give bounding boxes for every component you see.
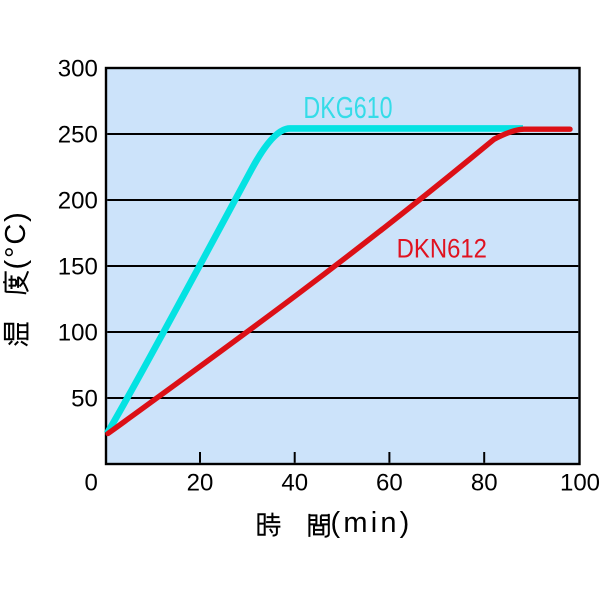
svg-text:DKG610: DKG610 xyxy=(303,90,392,125)
svg-text:250: 250 xyxy=(58,122,98,149)
svg-text:DKN612: DKN612 xyxy=(397,234,487,264)
svg-text:100: 100 xyxy=(560,470,600,497)
svg-text:100: 100 xyxy=(58,320,98,347)
svg-text:(°C): (°C) xyxy=(0,210,32,269)
svg-text:200: 200 xyxy=(58,188,98,215)
svg-text:80: 80 xyxy=(471,470,498,497)
svg-text:50: 50 xyxy=(71,386,98,413)
svg-text:40: 40 xyxy=(281,470,308,497)
svg-text:150: 150 xyxy=(58,254,98,281)
svg-text:(min): (min) xyxy=(331,507,413,539)
svg-text:0: 0 xyxy=(84,470,97,497)
svg-text:60: 60 xyxy=(376,470,403,497)
svg-text:20: 20 xyxy=(187,470,214,497)
svg-text:300: 300 xyxy=(58,56,98,83)
